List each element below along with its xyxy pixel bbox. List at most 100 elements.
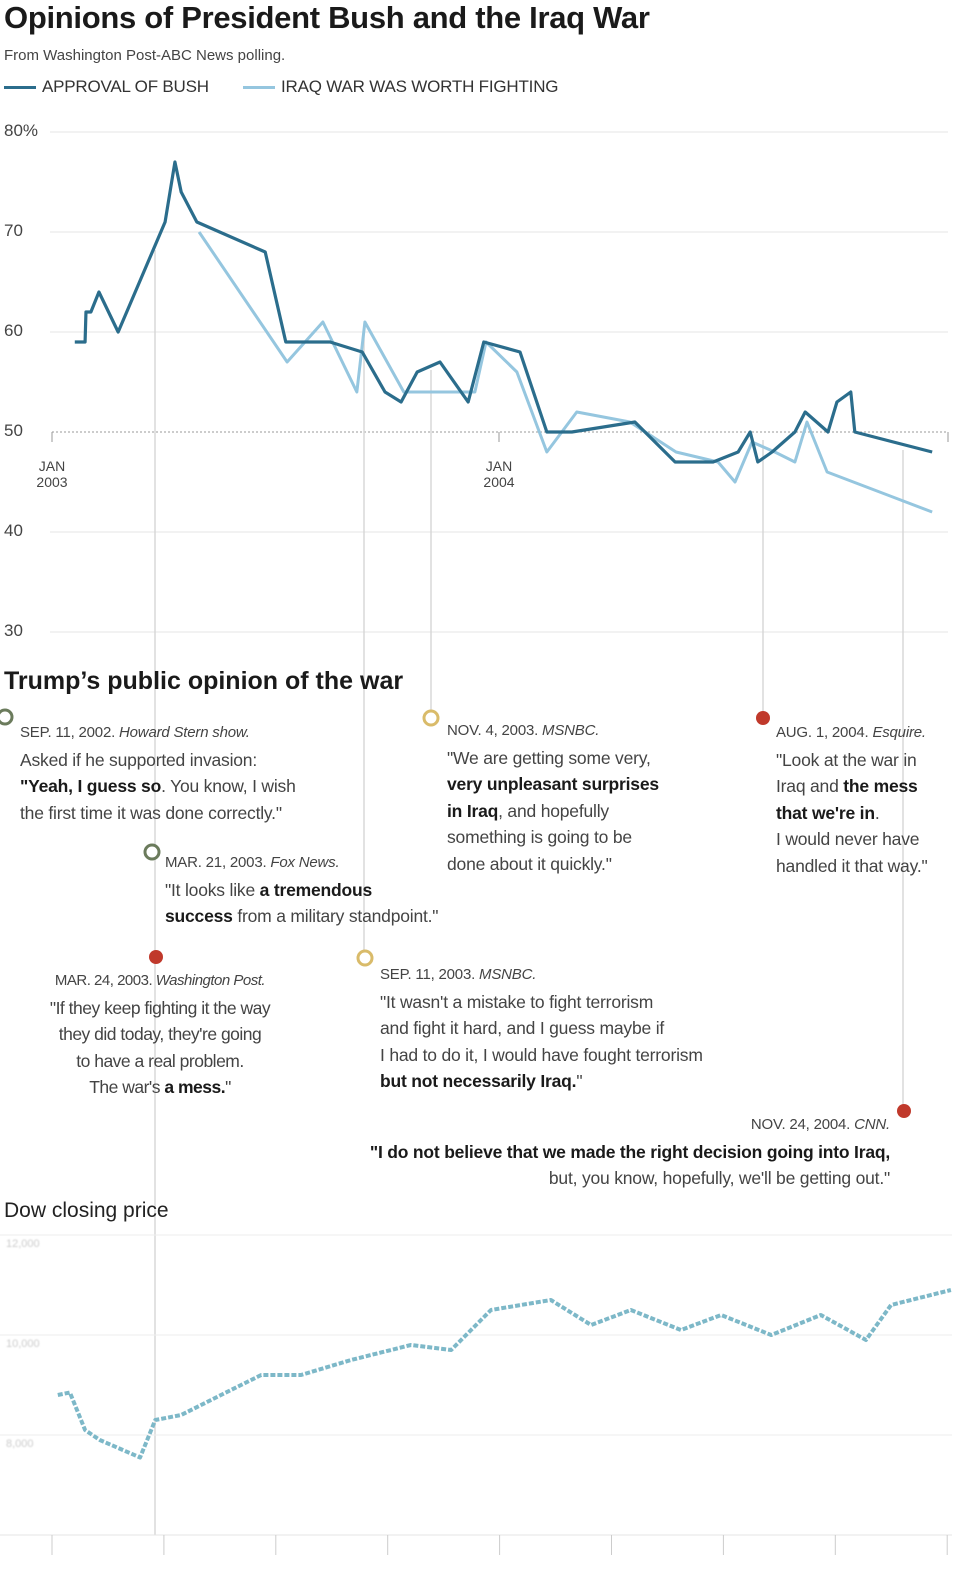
quote-line: The war's a mess.": [10, 1074, 310, 1101]
series-line-approval: [74, 160, 933, 464]
annotation-date: SEP. 11, 2003.: [380, 966, 476, 983]
quote-line: I would never have: [776, 826, 928, 853]
quote-bold-text: that we're in: [776, 802, 875, 823]
quote-line: "We are getting some very,: [447, 745, 659, 772]
quote-bold-text: the mess: [843, 776, 918, 796]
quote-text: ": [225, 1077, 231, 1097]
marker-mar24: [149, 950, 163, 964]
quote-text: I had to do it, I would have fought terr…: [380, 1044, 703, 1065]
annotation-date: AUG. 1, 2004.: [776, 724, 869, 741]
annotation-mar-24-2003: MAR. 24, 2003. Washington Post. "If they …: [10, 968, 310, 1101]
quote-line: "It looks like a tremendous: [165, 877, 438, 904]
annotation-source: Esquire.: [872, 724, 926, 741]
annotation-date: NOV. 4, 2003.: [447, 722, 539, 739]
annotation-sep-2003: SEP. 11, 2003. MSNBC. "It wasn't a mistak…: [380, 962, 703, 1095]
dow-y-tick-label: 12,000: [6, 1238, 40, 1250]
annotation-date: MAR. 21, 2003.: [165, 854, 267, 871]
annotation-source: MSNBC.: [479, 966, 537, 983]
quote-bold-text: a mess.: [164, 1077, 226, 1097]
quote-text: , and hopefully: [498, 800, 609, 821]
quote-text: Asked if he supported invasion:: [20, 749, 258, 770]
quote-text: . You know, I wish: [161, 776, 296, 796]
y-tick-label: 50: [4, 421, 23, 440]
marker-sep2002: [0, 708, 14, 726]
quote-line: very unpleasant surprises: [447, 771, 659, 798]
quote-line: Iraq and the mess: [776, 773, 928, 800]
annotation-date: MAR. 24, 2003.: [54, 972, 153, 989]
quote-line: and fight it hard, and I guess maybe if: [380, 1015, 703, 1042]
quote-text: something is going to be: [447, 827, 632, 847]
annotation-source: CNN.: [854, 1116, 890, 1133]
x-tick-label: JAN 2004: [469, 458, 529, 490]
dow-chart-title: Dow closing price: [4, 1199, 169, 1222]
quote-line: in Iraq, and hopefully: [447, 798, 659, 825]
x-tick-label: JAN 2003: [22, 458, 82, 490]
marker-aug2004: [756, 711, 770, 725]
quote-line: something is going to be: [447, 824, 659, 851]
y-tick-label: 80%: [4, 121, 39, 140]
quote-line: "I do not believe that we made the right…: [200, 1139, 890, 1166]
quote-bold-text: very unpleasant surprises: [447, 774, 659, 794]
quote-text: I would never have: [776, 829, 920, 849]
annotation-source: Fox News.: [270, 854, 340, 871]
annotation-source: Washington Post.: [155, 972, 266, 989]
legend-swatch-approval: [4, 85, 36, 89]
section-title: Trump’s public opinion of the war: [4, 667, 404, 695]
annotation-date-line: NOV. 4, 2003. MSNBC.: [447, 718, 659, 745]
annotation-date: SEP. 11, 2002.: [20, 724, 116, 741]
quote-bold-text: a tremendous: [259, 879, 373, 900]
y-tick-label: 40: [4, 521, 23, 540]
quote-text: to have a real problem.: [76, 1050, 244, 1071]
legend-approval: APPROVAL OF BUSH: [4, 77, 209, 97]
annotation-date-line: SEP. 11, 2002. Howard Stern show.: [20, 720, 296, 747]
annotation-nov-2003: NOV. 4, 2003. MSNBC. "We are getting some…: [447, 718, 659, 877]
quote-line: but, you know, hopefully, we'll be getti…: [200, 1165, 890, 1192]
quote-text: Iraq and: [776, 776, 844, 796]
chart-subtitle: From Washington Post-ABC News polling.: [4, 47, 286, 64]
quote-bold-text: but not necessarily Iraq.: [380, 1071, 577, 1091]
annotation-date: NOV. 24, 2004.: [750, 1116, 851, 1133]
quote-bold-text: success: [165, 906, 233, 926]
quote-line: success from a military standpoint.": [165, 903, 439, 930]
quote-text: ": [576, 1071, 583, 1091]
annotation-date-line: SEP. 11, 2003. MSNBC.: [380, 962, 703, 989]
quote-bold-text: "I do not believe that we made the right…: [369, 1141, 890, 1162]
marker-sep2003: [356, 949, 374, 967]
marker-mar21: [143, 843, 161, 861]
annotation-date-line: MAR. 21, 2003. Fox News.: [165, 850, 438, 877]
y-tick-label: 30: [4, 621, 23, 640]
x-tick-month: JAN: [485, 458, 513, 474]
x-tick-year: 2004: [483, 474, 515, 490]
quote-line: the first time it was done correctly.": [20, 800, 296, 827]
quote-text: done about it quickly.": [447, 853, 612, 874]
annotation-mar-21-2003: MAR. 21, 2003. Fox News. "It looks like a…: [165, 850, 439, 930]
annotation-aug-2004: AUG. 1, 2004. Esquire. "Look at the war i…: [776, 720, 928, 879]
dow-y-tick-label: 8,000: [6, 1438, 34, 1450]
quote-line: handled it that way.": [776, 853, 928, 880]
chart-title: Opinions of President Bush and the Iraq …: [4, 0, 650, 35]
quote-line: they did today, they're going: [10, 1021, 310, 1048]
dow-y-tick-label: 10,000: [6, 1338, 40, 1350]
annotation-date-line: NOV. 24, 2004. CNN.: [200, 1112, 890, 1139]
quote-bold-text: in Iraq: [447, 800, 499, 821]
annotation-source: MSNBC.: [542, 722, 600, 739]
legend-label-approval: APPROVAL OF BUSH: [42, 77, 209, 96]
x-tick-month: JAN: [38, 458, 66, 474]
legend-label-worth: IRAQ WAR WAS WORTH FIGHTING: [281, 77, 559, 96]
quote-line: I had to do it, I would have fought terr…: [380, 1042, 703, 1069]
quote-line: Asked if he supported invasion:: [20, 747, 296, 774]
quote-text: but, you know, hopefully, we'll be getti…: [548, 1168, 890, 1188]
marker-nov2004: [897, 1104, 911, 1118]
quote-line: "It wasn't a mistake to fight terrorism: [380, 989, 703, 1016]
quote-line: "Yeah, I guess so. You know, I wish: [20, 773, 296, 800]
quote-text: "It looks like: [165, 879, 260, 900]
quote-text: they did today, they're going: [58, 1024, 262, 1044]
annotation-source: Howard Stern show.: [119, 724, 250, 741]
quote-line: that we're in.: [776, 800, 928, 827]
legend-worth: IRAQ WAR WAS WORTH FIGHTING: [243, 77, 558, 97]
y-tick-label: 70: [4, 221, 23, 240]
annotation-date-line: AUG. 1, 2004. Esquire.: [776, 720, 928, 747]
quote-line: "If they keep fighting it the way: [10, 995, 310, 1022]
y-tick-label: 60: [4, 321, 23, 340]
quote-text: and fight it hard, and I guess maybe if: [380, 1018, 665, 1038]
